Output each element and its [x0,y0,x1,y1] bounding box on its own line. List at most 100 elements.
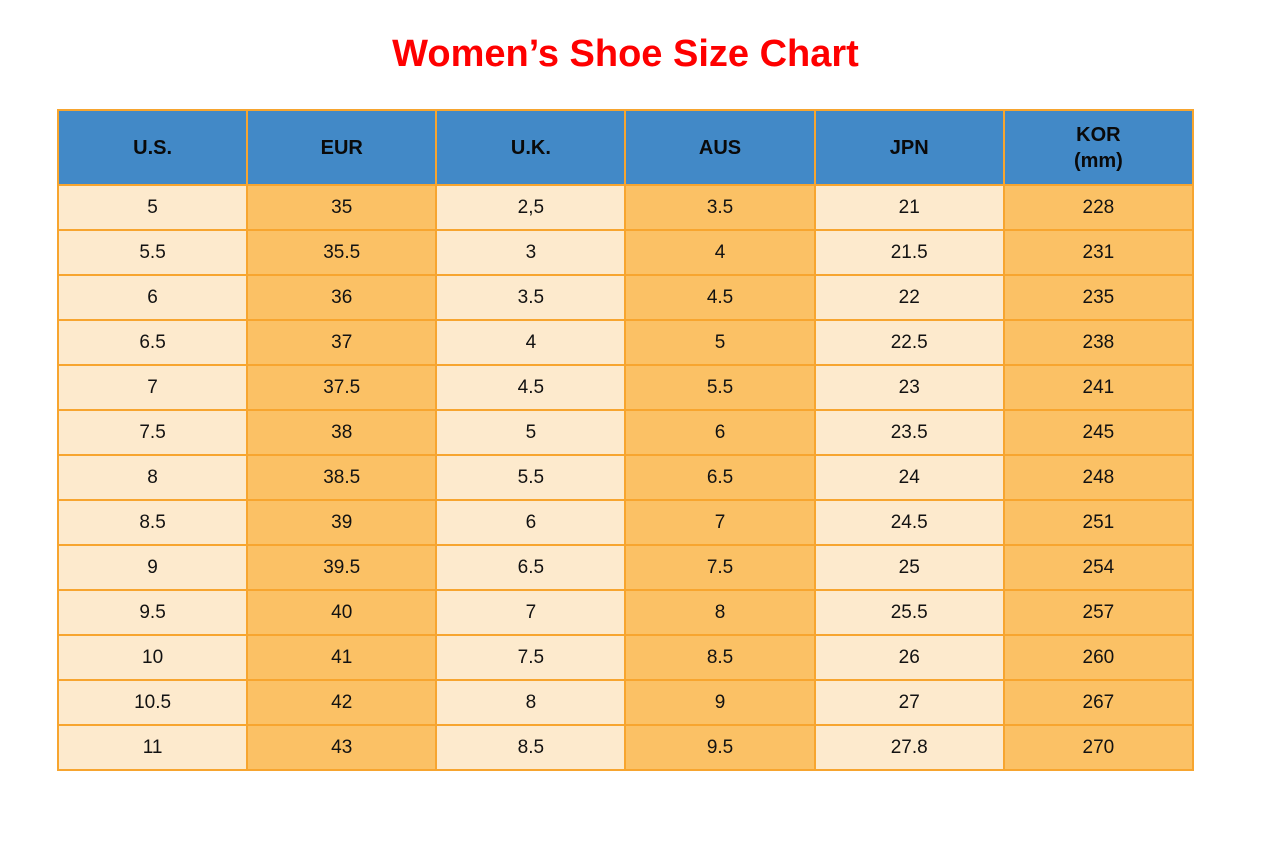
column-header-uk: U.K. [435,109,627,186]
table-cell: 41 [246,634,438,681]
column-header-label: U.K. [510,136,551,159]
table-cell: 6.5 [624,454,816,501]
table-cell: 38.5 [246,454,438,501]
table-cell: 42 [246,679,438,726]
table-cell: 3.5 [624,184,816,231]
table-cell: 5 [435,409,627,456]
column-header-label: EUR [320,136,363,159]
table-cell: 26 [813,634,1005,681]
column-header-us: U.S. [56,109,249,186]
table-cell: 7.5 [435,634,627,681]
table-cell: 6 [56,274,249,321]
table-cell: 251 [1002,499,1195,546]
table-cell: 23.5 [813,409,1005,456]
table-cell: 6.5 [435,544,627,591]
table-cell: 35 [246,184,438,231]
table-cell: 21.5 [813,229,1005,276]
table-cell: 3 [435,229,627,276]
table-cell: 6.5 [56,319,249,366]
table-cell: 5.5 [624,364,816,411]
table-cell: 9 [56,544,249,591]
table-cell: 2,5 [435,184,627,231]
table-cell: 7 [56,364,249,411]
table-body: 5 35 2,5 3.5 21 228 5.5 35.5 3 4 21.5 23… [56,184,1195,771]
table-row: 10 41 7.5 8.5 26 260 [56,634,1195,681]
table-row: 5 35 2,5 3.5 21 228 [56,184,1195,231]
column-header-jpn: JPN [813,109,1005,186]
table-cell: 39.5 [246,544,438,591]
table-cell: 27 [813,679,1005,726]
table-cell: 22 [813,274,1005,321]
table-cell: 9.5 [624,724,816,771]
table-cell: 248 [1002,454,1195,501]
table-cell: 9 [624,679,816,726]
table-cell: 254 [1002,544,1195,591]
table-cell: 9.5 [56,589,249,636]
table-cell: 8 [435,679,627,726]
table-cell: 39 [246,499,438,546]
column-header-kor: KOR (mm) [1002,109,1195,186]
table-cell: 37.5 [246,364,438,411]
table-cell: 8 [56,454,249,501]
table-cell: 7 [435,589,627,636]
column-header-label: AUS [698,136,742,159]
table-row: 9 39.5 6.5 7.5 25 254 [56,544,1195,591]
table-cell: 7.5 [624,544,816,591]
table-row: 7.5 38 5 6 23.5 245 [56,409,1195,456]
page-title: Women’s Shoe Size Chart [392,33,859,75]
table-row: 6.5 37 4 5 22.5 238 [56,319,1195,366]
table-cell: 25.5 [813,589,1005,636]
table-cell: 260 [1002,634,1195,681]
table-cell: 241 [1002,364,1195,411]
table-cell: 7 [624,499,816,546]
column-header-label: U.S. [133,136,173,159]
table-cell: 6 [624,409,816,456]
table-cell: 231 [1002,229,1195,276]
table-cell: 21 [813,184,1005,231]
table-cell: 24 [813,454,1005,501]
column-header-sublabel: (mm) [1073,149,1123,172]
table-cell: 7.5 [56,409,249,456]
table-row: 7 37.5 4.5 5.5 23 241 [56,364,1195,411]
table-cell: 4 [435,319,627,366]
table-cell: 8.5 [435,724,627,771]
table-cell: 37 [246,319,438,366]
table-cell: 8 [624,589,816,636]
table-cell: 4.5 [435,364,627,411]
table-cell: 6 [435,499,627,546]
table-cell: 27.8 [813,724,1005,771]
table-cell: 10 [56,634,249,681]
table-row: 8 38.5 5.5 6.5 24 248 [56,454,1195,501]
table-cell: 4 [624,229,816,276]
table-cell: 267 [1002,679,1195,726]
table-cell: 40 [246,589,438,636]
header-row: U.S. EUR U.K. AUS JPN KOR (mm) [56,109,1195,186]
table-cell: 235 [1002,274,1195,321]
table-row: 10.5 42 8 9 27 267 [56,679,1195,726]
size-chart-table: U.S. EUR U.K. AUS JPN KOR (mm) 5 35 2,5 … [56,109,1195,771]
table-cell: 5.5 [435,454,627,501]
table-cell: 4.5 [624,274,816,321]
column-header-label: KOR [1076,123,1121,146]
table-row: 8.5 39 6 7 24.5 251 [56,499,1195,546]
table-cell: 257 [1002,589,1195,636]
table-row: 6 36 3.5 4.5 22 235 [56,274,1195,321]
table-cell: 43 [246,724,438,771]
table-row: 9.5 40 7 8 25.5 257 [56,589,1195,636]
table-cell: 10.5 [56,679,249,726]
table-cell: 25 [813,544,1005,591]
table-cell: 8.5 [624,634,816,681]
table-cell: 36 [246,274,438,321]
column-header-label: JPN [889,136,929,159]
column-header-aus: AUS [624,109,816,186]
table-cell: 11 [56,724,249,771]
table-cell: 5 [624,319,816,366]
table-header: U.S. EUR U.K. AUS JPN KOR (mm) [56,109,1195,186]
table-cell: 228 [1002,184,1195,231]
table-cell: 245 [1002,409,1195,456]
table-cell: 24.5 [813,499,1005,546]
table-cell: 38 [246,409,438,456]
table-cell: 35.5 [246,229,438,276]
table-row: 5.5 35.5 3 4 21.5 231 [56,229,1195,276]
table-cell: 5 [56,184,249,231]
